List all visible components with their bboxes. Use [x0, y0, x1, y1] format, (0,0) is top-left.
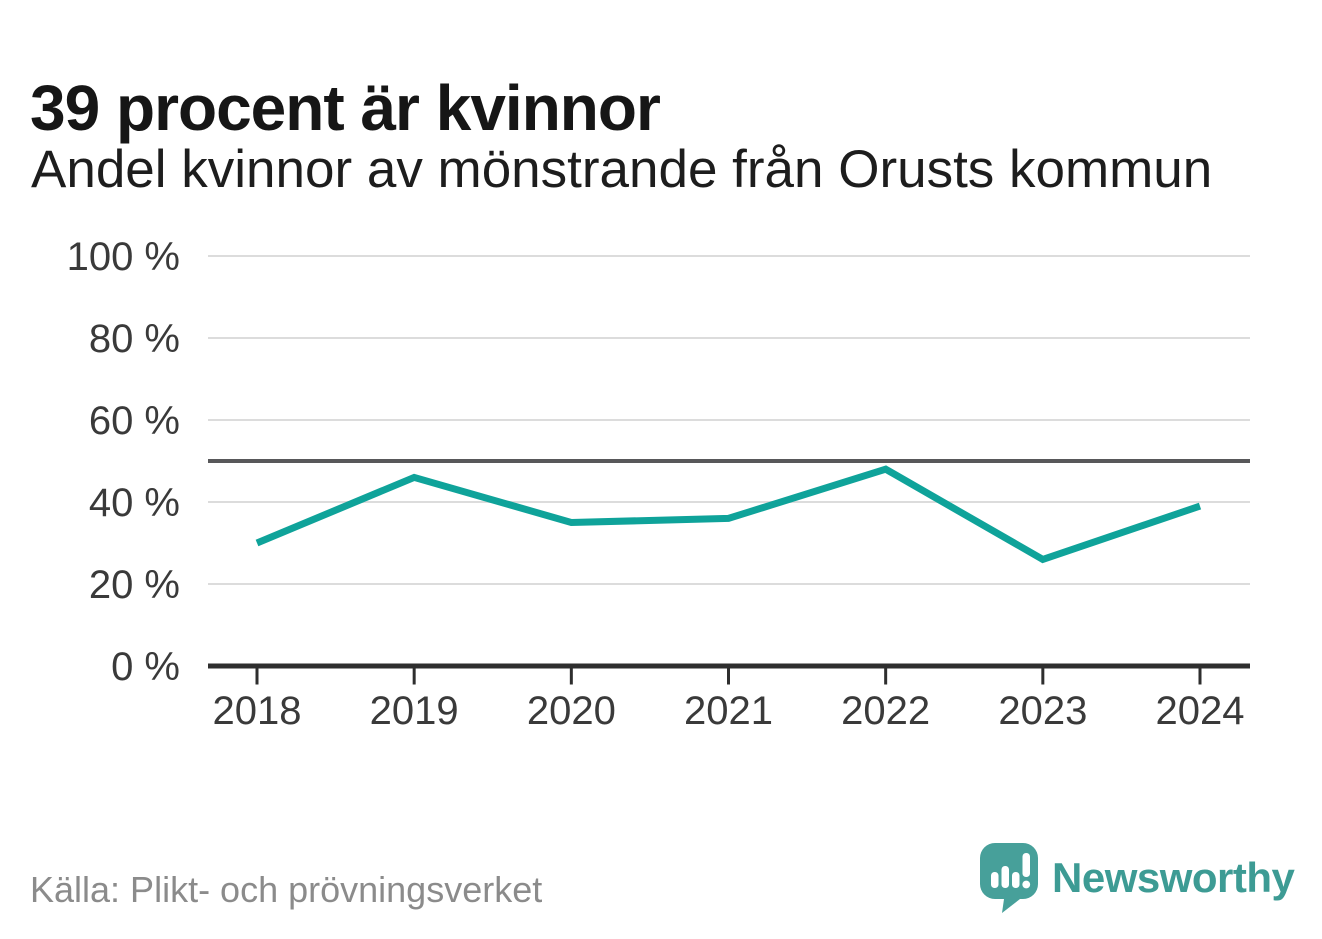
- x-tick-label-2019: 2019: [370, 689, 459, 733]
- y-tick-label-20: 20 %: [89, 563, 180, 607]
- y-tick-label-80: 80 %: [89, 317, 180, 361]
- y-tick-label-0: 0 %: [111, 645, 180, 689]
- y-tick-label-40: 40 %: [89, 481, 180, 525]
- x-tick-label-2024: 2024: [1156, 689, 1245, 733]
- x-tick-label-2022: 2022: [841, 689, 930, 733]
- data-line-andel-kvinnor: [255, 465, 1202, 564]
- x-tick-label-2018: 2018: [213, 689, 302, 733]
- chart-title: 39 procent är kvinnor: [30, 71, 661, 144]
- x-tick-label-2020: 2020: [527, 689, 616, 733]
- y-tick-label-60: 60 %: [89, 399, 180, 443]
- x-tick-label-2021: 2021: [684, 689, 773, 733]
- x-tick-label-2023: 2023: [998, 689, 1087, 733]
- newsworthy-speech-bubble-barchart-icon: [980, 843, 1038, 913]
- source-note: Källa: Plikt- och prövningsverket: [30, 869, 543, 910]
- brand-wordmark: Newsworthy: [1052, 854, 1295, 901]
- chart-subtitle: Andel kvinnor av mönstrande från Orusts …: [31, 140, 1213, 199]
- y-tick-label-100: 100 %: [67, 235, 180, 279]
- brand-logo: Newsworthy: [980, 843, 1295, 913]
